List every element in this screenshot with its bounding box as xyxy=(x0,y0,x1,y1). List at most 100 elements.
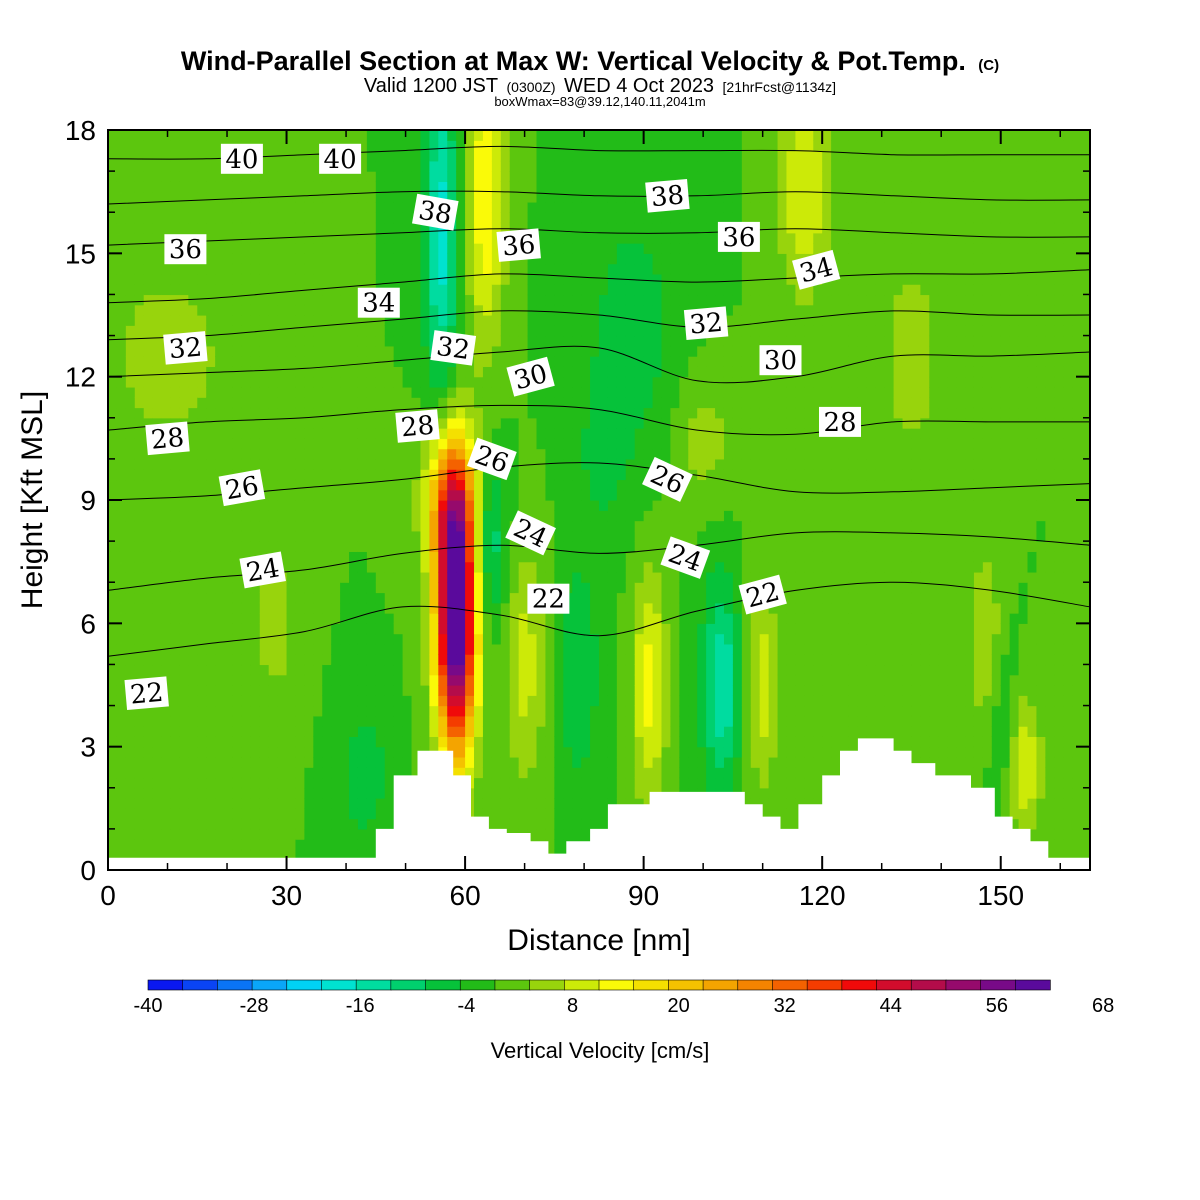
w-cell xyxy=(599,489,609,501)
w-cell xyxy=(197,500,207,511)
w-cell xyxy=(616,479,627,491)
w-cell xyxy=(482,150,493,162)
w-cell xyxy=(536,500,547,511)
w-cell xyxy=(232,726,243,737)
w-cell xyxy=(322,541,332,552)
w-cell xyxy=(250,201,261,213)
w-cell xyxy=(143,726,154,737)
w-cell xyxy=(232,767,243,779)
w-cell xyxy=(527,171,538,182)
w-cell xyxy=(143,458,154,470)
w-cell xyxy=(375,181,386,193)
w-cell xyxy=(295,294,305,306)
w-cell xyxy=(715,438,725,450)
w-cell xyxy=(607,150,618,162)
w-cell xyxy=(634,212,645,224)
w-cell xyxy=(268,407,279,419)
w-cell xyxy=(491,232,502,244)
w-cell xyxy=(607,160,618,172)
w-cell xyxy=(349,520,359,532)
w-cell xyxy=(590,479,600,491)
w-cell xyxy=(643,489,654,501)
w-cell xyxy=(616,253,627,265)
w-cell xyxy=(607,397,618,409)
w-cell xyxy=(572,500,582,511)
w-cell xyxy=(268,633,279,645)
w-cell xyxy=(224,263,234,275)
w-cell xyxy=(554,130,564,141)
w-cell xyxy=(411,150,422,162)
w-cell xyxy=(349,212,359,224)
w-cell xyxy=(482,530,493,542)
w-cell xyxy=(474,623,484,635)
w-cell xyxy=(295,397,305,409)
w-cell xyxy=(518,458,529,470)
w-cell xyxy=(188,130,198,141)
w-cell xyxy=(170,150,181,162)
w-cell xyxy=(536,140,547,152)
w-cell xyxy=(643,582,654,594)
w-cell xyxy=(607,541,618,552)
w-cell xyxy=(402,746,413,758)
w-cell xyxy=(393,715,404,727)
w-cell xyxy=(188,613,198,624)
w-cell xyxy=(188,695,198,707)
w-cell xyxy=(349,623,359,635)
w-cell xyxy=(688,284,698,296)
w-cell xyxy=(277,212,288,224)
w-cell xyxy=(143,479,154,491)
w-cell xyxy=(152,798,163,809)
w-cell xyxy=(259,458,270,470)
w-cell xyxy=(491,438,502,450)
w-cell xyxy=(295,448,305,460)
w-cell xyxy=(152,756,163,768)
w-cell xyxy=(643,643,654,655)
w-cell xyxy=(179,613,189,624)
w-cell xyxy=(384,253,395,265)
w-cell xyxy=(241,664,252,676)
w-cell xyxy=(643,284,654,296)
w-cell xyxy=(599,818,609,830)
w-cell xyxy=(563,767,573,779)
w-cell xyxy=(536,705,547,717)
w-cell xyxy=(420,253,430,265)
w-cell xyxy=(581,407,591,419)
w-cell xyxy=(313,150,323,162)
w-cell xyxy=(179,304,189,316)
w-cell xyxy=(518,756,529,768)
w-cell xyxy=(500,376,511,388)
w-cell xyxy=(116,592,127,604)
w-cell xyxy=(545,643,555,655)
w-cell xyxy=(286,520,297,532)
w-cell xyxy=(590,643,600,655)
w-cell xyxy=(340,561,350,573)
w-cell xyxy=(125,489,136,501)
w-cell xyxy=(643,777,654,789)
w-cell xyxy=(572,808,582,820)
w-cell xyxy=(125,500,136,511)
w-cell xyxy=(697,726,707,737)
w-cell xyxy=(232,335,243,347)
w-cell xyxy=(277,345,288,357)
w-cell xyxy=(357,530,368,542)
w-cell xyxy=(349,551,359,563)
w-cell xyxy=(527,222,538,234)
w-cell xyxy=(331,130,341,141)
w-cell xyxy=(331,232,341,244)
w-cell xyxy=(134,592,145,604)
w-cell xyxy=(500,736,511,748)
w-cell xyxy=(536,160,547,172)
w-cell xyxy=(188,551,198,563)
w-cell xyxy=(706,160,716,172)
w-cell xyxy=(411,222,422,234)
w-cell xyxy=(357,551,368,563)
w-cell xyxy=(465,664,475,676)
w-cell xyxy=(331,294,341,306)
w-cell xyxy=(447,530,457,542)
w-cell xyxy=(688,294,698,306)
w-cell xyxy=(268,808,279,820)
w-cell xyxy=(197,201,207,213)
w-cell xyxy=(188,715,198,727)
w-cell xyxy=(482,366,493,378)
w-cell xyxy=(438,263,448,275)
